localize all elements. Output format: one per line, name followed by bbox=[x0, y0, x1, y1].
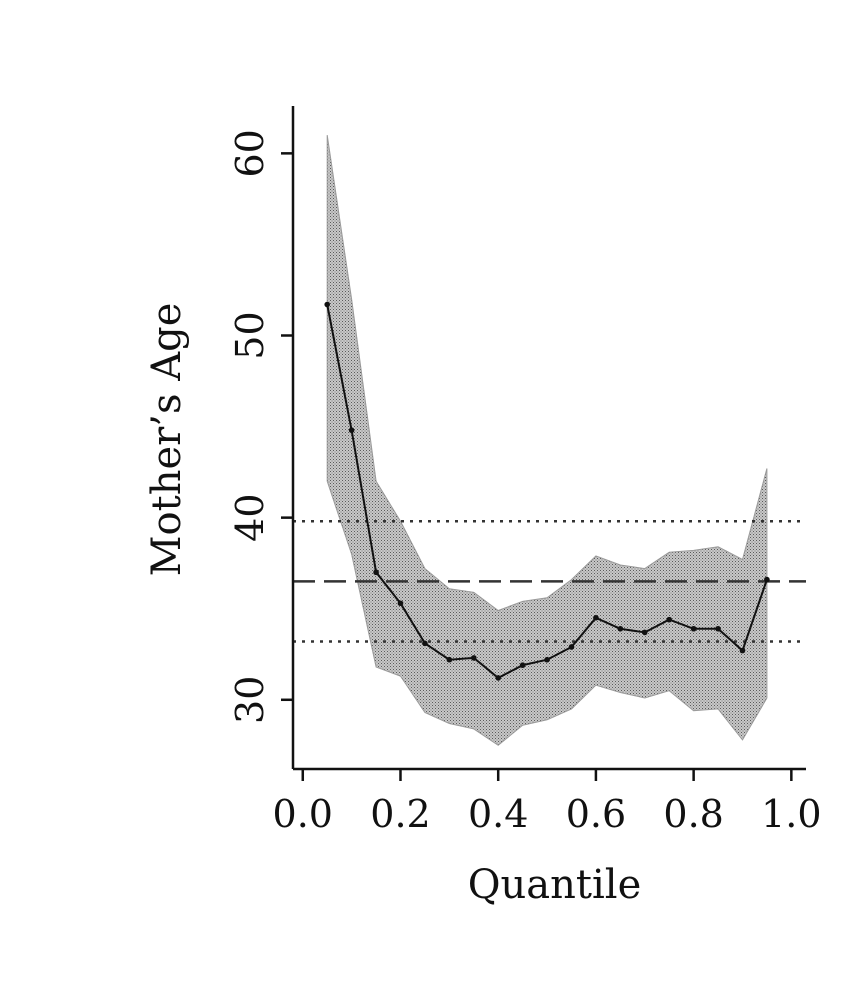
data-point bbox=[641, 629, 648, 636]
series-line-layer bbox=[324, 301, 770, 681]
y-tick-label: 30 bbox=[228, 676, 272, 724]
labels-layer: Quantile Mother’s Age 0.0 0.2 0.4 0.6 0.8 1.0… bbox=[144, 129, 822, 908]
data-point bbox=[593, 615, 599, 621]
data-point bbox=[495, 675, 502, 681]
data-point bbox=[617, 625, 624, 632]
data-point bbox=[470, 655, 477, 661]
data-point bbox=[715, 625, 721, 632]
data-point bbox=[690, 625, 697, 632]
data-point bbox=[544, 656, 550, 663]
data-point bbox=[764, 576, 770, 583]
data-point bbox=[739, 647, 746, 654]
data-point bbox=[373, 569, 379, 576]
data-point bbox=[666, 616, 672, 623]
data-point bbox=[348, 427, 355, 434]
confidence-band bbox=[326, 135, 768, 746]
y-tick-label: 40 bbox=[228, 493, 272, 541]
y-tick-label: 60 bbox=[228, 129, 272, 177]
data-point bbox=[324, 301, 331, 308]
data-point bbox=[397, 600, 404, 607]
y-tick-label: 50 bbox=[228, 311, 272, 359]
confidence-band-layer bbox=[326, 135, 768, 746]
data-point bbox=[568, 644, 575, 650]
x-tick-label: 0.4 bbox=[468, 792, 528, 836]
reference-lines-layer bbox=[293, 520, 806, 643]
x-tick-label: 1.0 bbox=[761, 792, 821, 836]
data-point bbox=[519, 662, 526, 668]
x-tick-label: 0.0 bbox=[273, 792, 333, 836]
y-axis-title: Mother’s Age bbox=[144, 303, 190, 577]
x-axis-title: Quantile bbox=[468, 862, 642, 908]
x-tick-label: 0.2 bbox=[370, 792, 430, 836]
data-point bbox=[422, 640, 428, 647]
axes-layer bbox=[281, 106, 806, 781]
x-tick-label: 0.8 bbox=[663, 792, 723, 836]
x-tick-label: 0.6 bbox=[566, 792, 626, 836]
data-point bbox=[446, 656, 453, 663]
